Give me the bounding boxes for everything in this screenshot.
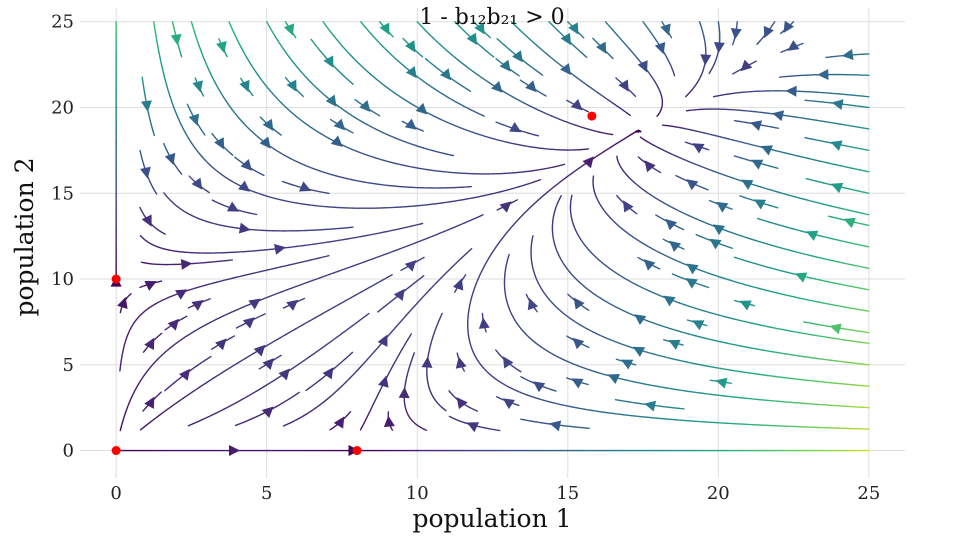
streamline-segment	[639, 136, 643, 139]
streamline-segment	[561, 163, 566, 166]
streamline-segment	[669, 35, 673, 39]
streamline-segment	[805, 177, 810, 180]
streamline-segment	[827, 215, 832, 218]
streamline-segment	[488, 35, 491, 39]
streamline-segment	[584, 55, 588, 59]
streamline-segment	[491, 55, 495, 58]
streamline-segment	[804, 136, 809, 139]
streamline-segment	[128, 293, 132, 296]
streamline-segment	[733, 256, 738, 259]
streamline-segment	[581, 35, 585, 39]
streamline-segment	[656, 114, 659, 117]
streamline-segment	[391, 34, 394, 38]
streamline-segment	[637, 129, 642, 133]
grid-lines	[80, 8, 905, 478]
streamline-segment	[480, 214, 484, 217]
streamline-segment	[450, 154, 455, 157]
streamline-segment	[537, 178, 542, 182]
streamline-segment	[294, 35, 297, 39]
streamlines	[115, 21, 870, 452]
streamline-segment	[325, 255, 330, 257]
streamline-segment	[559, 195, 562, 198]
streamline-segment	[481, 114, 485, 117]
streamline-segment	[756, 217, 761, 220]
streamline-segment	[627, 113, 631, 117]
